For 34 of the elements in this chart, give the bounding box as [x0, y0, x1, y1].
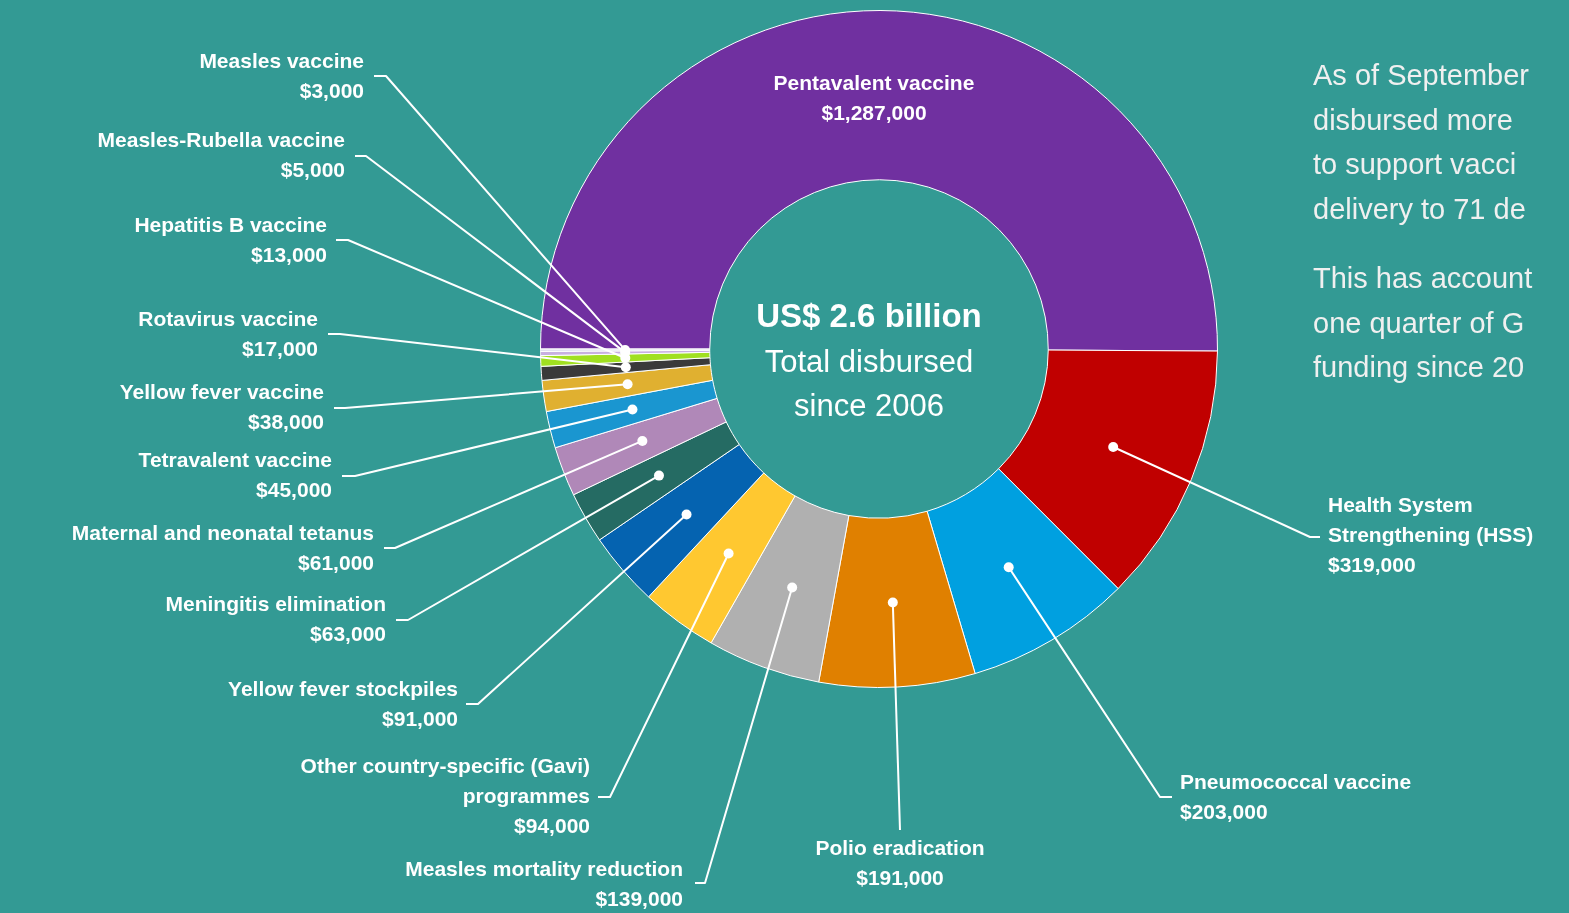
data-label: $3,000 — [299, 78, 364, 102]
data-label: $17,000 — [242, 336, 318, 360]
data-label: $191,000 — [856, 865, 944, 889]
text: US$ 2.6 billion — [756, 297, 982, 335]
data-label: $45,000 — [256, 477, 332, 501]
data-label: $5,000 — [280, 157, 345, 181]
slice-label: Pentavalent vaccine — [773, 70, 975, 94]
slice-label: Yellow fever stockpiles — [228, 676, 458, 700]
slice-label: Measles-Rubella vaccine — [97, 127, 345, 151]
text: Total disbursed since 2006 — [764, 343, 974, 423]
slice-label: Tetravalent vaccine — [138, 447, 332, 471]
slice-label: Measles vaccine — [199, 48, 364, 72]
slice-label: Polio eradication — [815, 835, 985, 859]
slice-label: Hepatitis B vaccine — [134, 212, 327, 236]
data-label: $63,000 — [310, 621, 386, 645]
data-label: $61,000 — [298, 550, 374, 574]
data-label: $319,000 — [1328, 552, 1416, 576]
data-label: $38,000 — [248, 409, 324, 433]
slice-label: Rotavirus vaccine — [138, 306, 318, 330]
slice-label: Health System Strengthening (HSS) — [1328, 492, 1534, 546]
slice-label: Pneumococcal vaccine — [1180, 769, 1412, 793]
text: This has account one quarter of G funding since 20 — [1313, 262, 1533, 383]
slice-label: Other country-specific (Gavi) programmes — [300, 753, 590, 807]
slice-label: Measles mortality reduction — [405, 856, 683, 880]
slice-label: Meningitis elimination — [165, 591, 386, 615]
data-label: $139,000 — [595, 886, 683, 910]
data-label: $13,000 — [251, 242, 327, 266]
data-label: $91,000 — [382, 706, 458, 730]
slice-label: Yellow fever vaccine — [119, 379, 324, 403]
data-label: $1,287,000 — [821, 100, 927, 124]
slice-label: Maternal and neonatal tetanus — [71, 520, 374, 544]
data-label: $203,000 — [1180, 799, 1268, 823]
text: As of September disbursed more to support vacci delivery to 71 de — [1313, 59, 1530, 225]
data-label: $94,000 — [514, 813, 590, 837]
